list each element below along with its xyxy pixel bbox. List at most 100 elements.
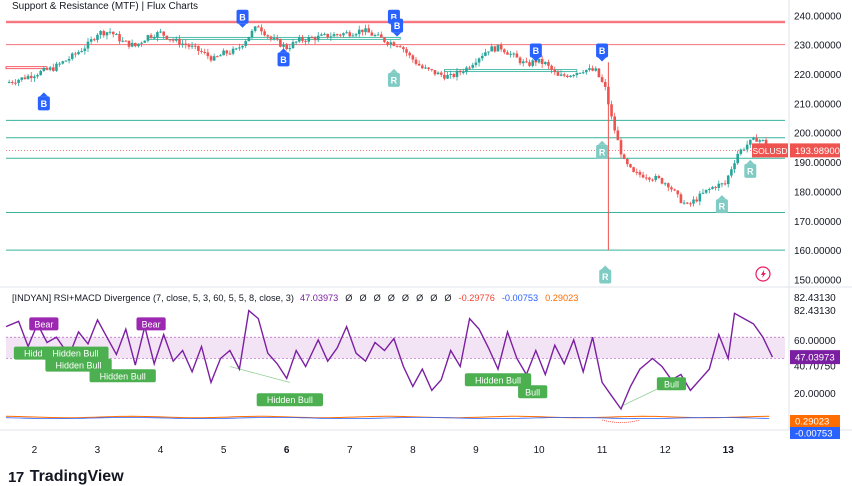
price-axis-tick: 200.00000	[794, 129, 842, 140]
candle-body	[137, 43, 140, 47]
candle-body	[679, 194, 683, 204]
bull-label: Hidden Bull	[89, 369, 156, 383]
candle-body	[165, 35, 169, 40]
candle-body	[187, 44, 191, 47]
candle-body	[134, 42, 137, 47]
candle-body	[127, 40, 131, 47]
label-text: B	[391, 12, 398, 22]
candle-body	[80, 51, 83, 53]
bull-label: Hidden Bull	[42, 346, 109, 360]
candle-body	[156, 32, 159, 38]
sr-box	[443, 69, 578, 73]
label-pointer	[238, 23, 247, 28]
candle-body	[26, 75, 30, 80]
label-text: B	[280, 55, 287, 65]
candle-body	[499, 44, 503, 50]
macd-line	[5, 415, 770, 419]
candle-body	[171, 39, 175, 41]
bull-label: Bull	[656, 377, 687, 391]
label-text: R	[602, 272, 609, 282]
indicator-value: 0.29023	[545, 293, 578, 303]
candle-body	[635, 171, 639, 173]
time-axis-tick: 7	[347, 445, 353, 456]
candle-body	[547, 62, 550, 66]
candle-body	[619, 140, 623, 155]
candle-body	[455, 70, 459, 77]
candle-body	[282, 44, 285, 47]
bear-label: Bear	[136, 317, 166, 331]
candle-body	[446, 74, 449, 79]
label-box	[236, 9, 249, 24]
candle-body	[14, 82, 17, 84]
label-box	[599, 269, 612, 284]
candle-body	[329, 36, 333, 38]
candle-body	[458, 70, 462, 73]
candle-body	[613, 116, 616, 131]
price-axis-tick: 240.00000	[794, 11, 842, 22]
candle-body	[398, 46, 402, 48]
candle-body	[175, 38, 178, 41]
price-axis-tick: 210.00000	[794, 99, 842, 110]
label-text: Hidden Bull	[52, 349, 98, 359]
label-pointer	[393, 32, 402, 37]
candle-body	[480, 55, 484, 59]
macd-tag: -0.00753	[795, 429, 833, 440]
label-pointer	[746, 159, 755, 164]
candle-body	[111, 31, 115, 35]
candle-body	[603, 81, 607, 87]
retest-label: R	[596, 140, 609, 159]
break-label: B	[37, 92, 50, 111]
candle-body	[540, 58, 544, 64]
indicator-value: Ø	[416, 293, 423, 303]
candle-body	[528, 62, 531, 66]
bear-label: Bear	[29, 317, 59, 331]
candle-body	[339, 34, 342, 36]
time-axis-tick: 13	[723, 445, 735, 456]
candle-body	[468, 67, 471, 69]
candle-body	[247, 36, 251, 42]
indicator-value: Ø	[388, 293, 395, 303]
candle-body	[644, 177, 648, 179]
candle-body	[654, 176, 657, 180]
candle-body	[537, 58, 541, 63]
candle-body	[525, 61, 528, 63]
candle-body	[326, 33, 329, 38]
candle-body	[730, 169, 733, 176]
last-price-tag: 193.98900	[795, 146, 840, 157]
candle-body	[140, 42, 143, 44]
label-pointer	[389, 68, 398, 73]
label-box	[387, 72, 400, 87]
candle-body	[39, 70, 42, 76]
candle-body	[361, 29, 364, 33]
candle-body	[241, 45, 244, 48]
candle-body	[263, 31, 266, 36]
candle-body	[417, 63, 421, 66]
candle-body	[357, 29, 361, 35]
candle-body	[228, 53, 232, 55]
candle-body	[490, 46, 493, 52]
candle-body	[55, 63, 58, 71]
macd-tag-bg	[790, 415, 840, 427]
retest-label: R	[387, 68, 400, 87]
candle-body	[225, 50, 229, 54]
candle-body	[301, 37, 304, 41]
candle-body	[452, 73, 456, 77]
label-box	[518, 385, 548, 399]
candle-body	[692, 199, 695, 204]
candle-body	[462, 72, 465, 74]
candle-body	[638, 171, 642, 175]
time-axis-tick: 5	[221, 445, 227, 456]
time-axis-tick: 11	[597, 445, 608, 456]
break-label: B	[529, 43, 542, 62]
label-text: Bull	[664, 379, 679, 389]
label-text: Hidden Bull	[100, 371, 146, 381]
candle-body	[578, 72, 582, 74]
candle-body	[594, 68, 598, 71]
candle-body	[616, 130, 620, 141]
candle-body	[380, 34, 383, 38]
candle-body	[632, 167, 635, 172]
candle-body	[238, 47, 241, 49]
candle-body	[714, 187, 717, 189]
candle-body	[162, 31, 165, 36]
